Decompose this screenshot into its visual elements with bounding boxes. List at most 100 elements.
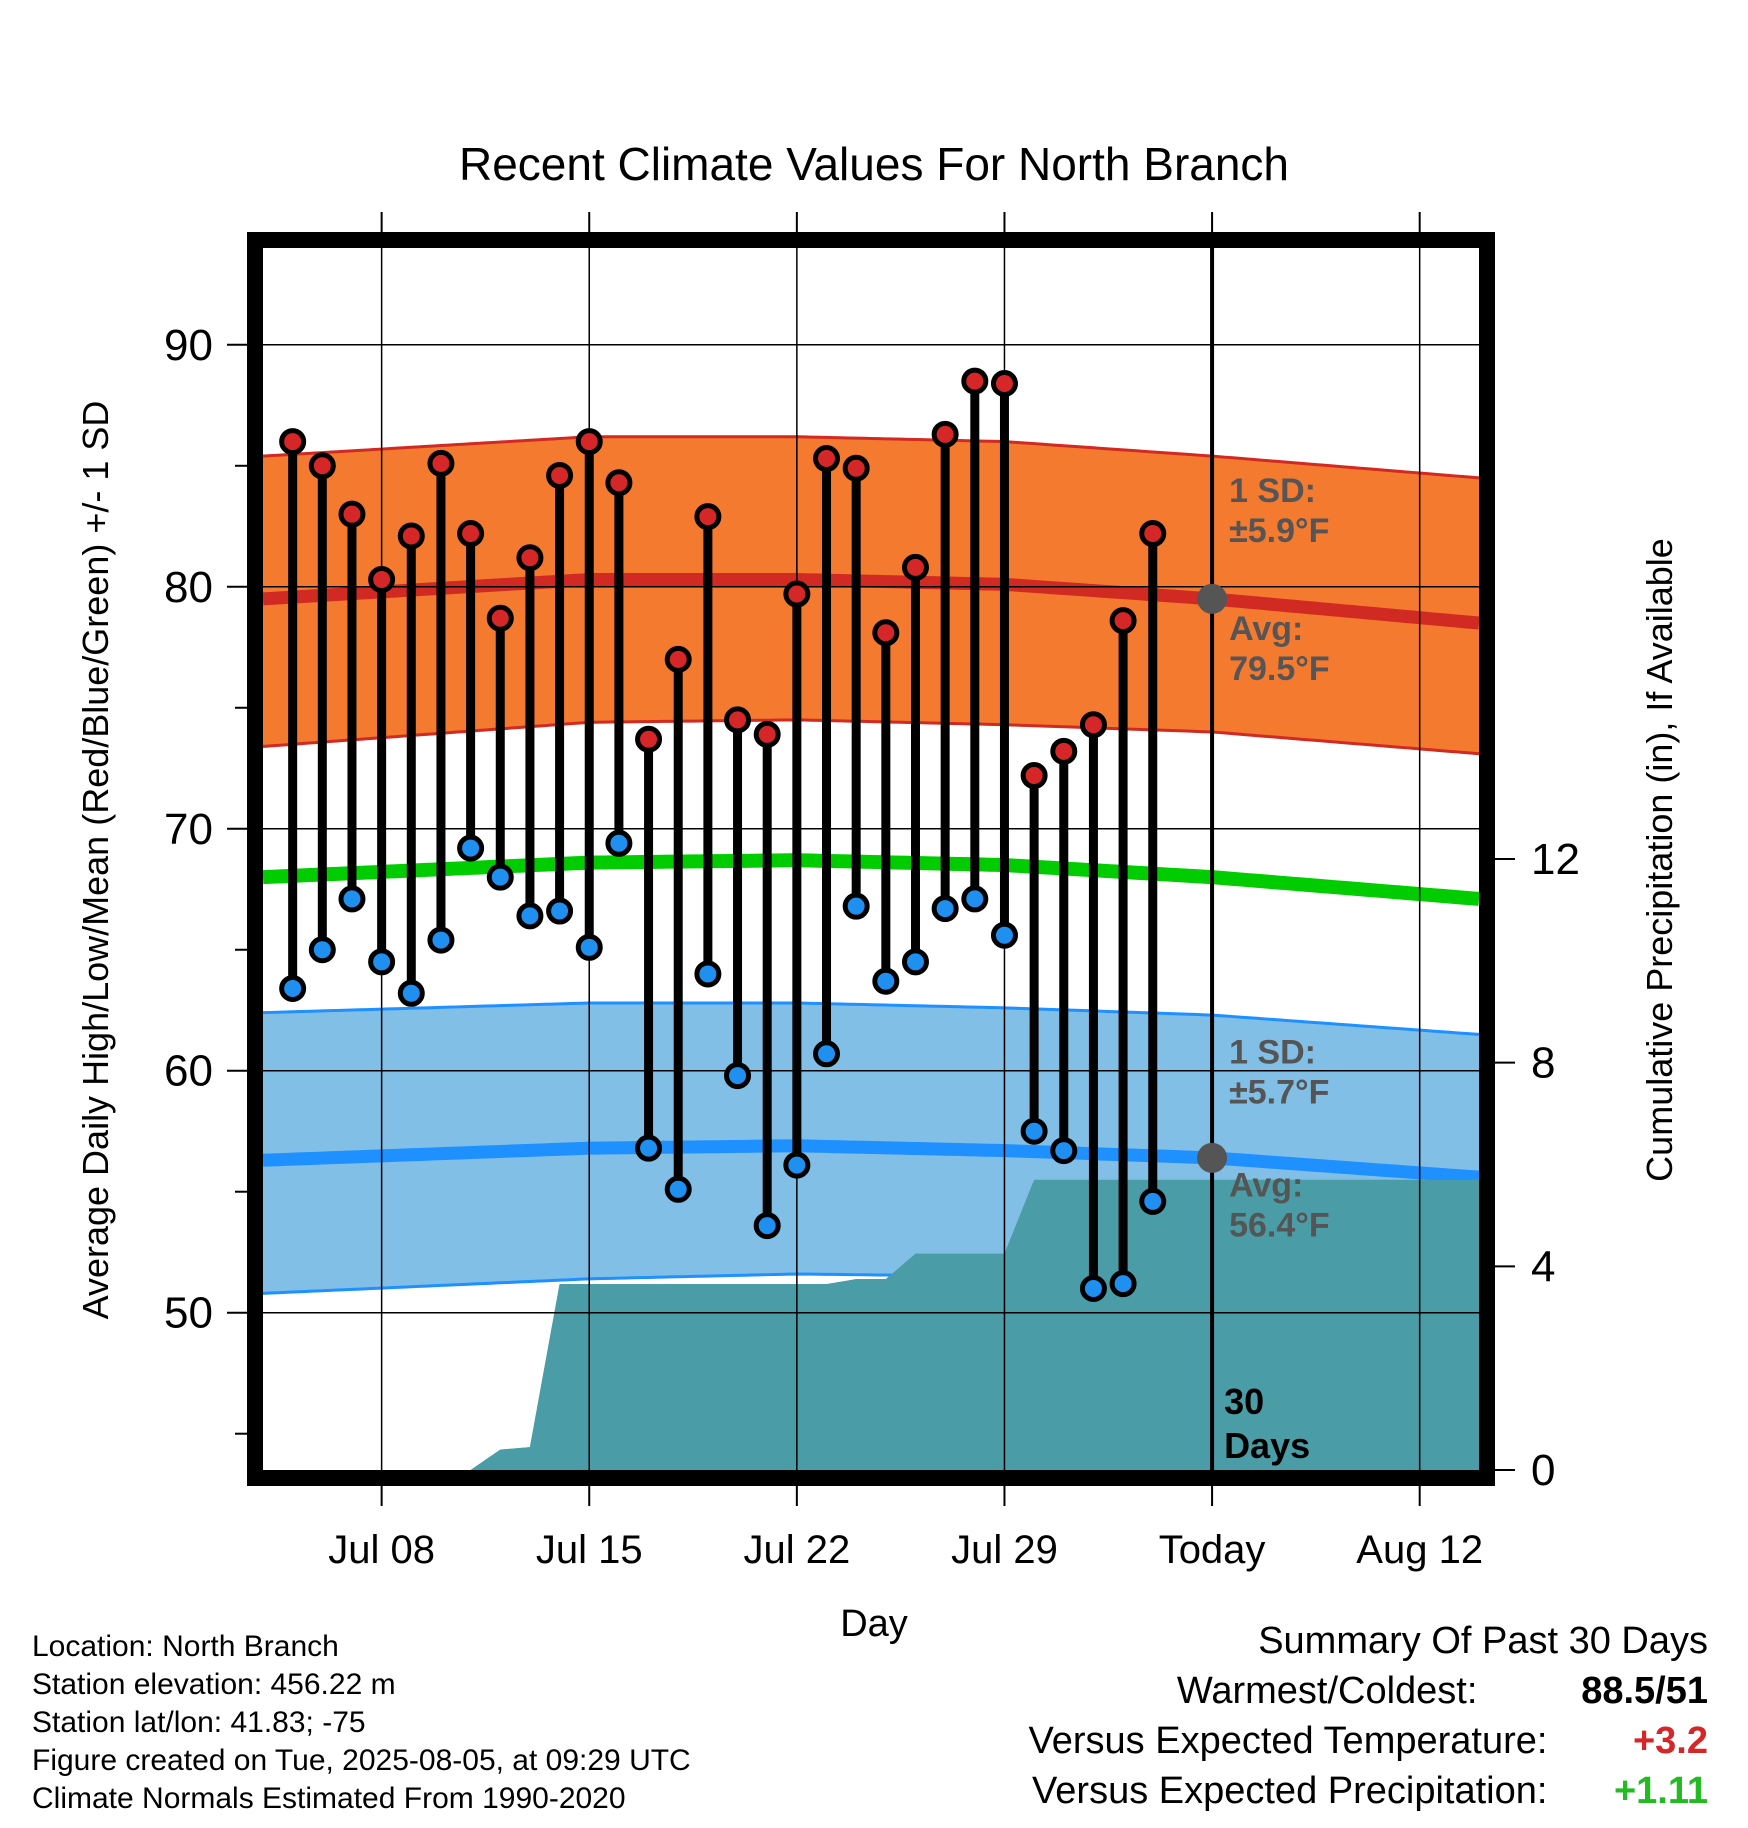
daily-high-point <box>990 370 1018 398</box>
summary-block: Summary Of Past 30 Days Warmest/Coldest:… <box>1029 1616 1708 1816</box>
daily-low-point <box>605 829 633 857</box>
high-annotation-line-3: Avg: <box>1229 610 1303 648</box>
daily-high-point <box>753 720 781 748</box>
daily-high-point <box>961 367 989 395</box>
daily-low-point <box>575 933 603 961</box>
meta-location: Location: North Branch <box>32 1630 339 1663</box>
daily-low-point <box>1109 1270 1137 1298</box>
daily-low-point <box>427 926 455 954</box>
daily-low-point <box>635 1134 663 1162</box>
summary-temp-label: Versus Expected Temperature: <box>1028 1720 1548 1762</box>
high-annotation-line-1: 1 SD: <box>1229 472 1316 510</box>
daily-low-point <box>872 967 900 995</box>
low-annotation-line-4: 56.4°F <box>1229 1207 1330 1245</box>
daily-low-point <box>990 921 1018 949</box>
high-sd-band <box>263 436 1479 754</box>
plot-frame <box>247 232 1495 1486</box>
mean-line <box>263 853 1479 906</box>
daily-low-point <box>664 1175 692 1203</box>
daily-high-point <box>901 553 929 581</box>
daily-high-point <box>457 520 485 548</box>
today-days-label-2: Days <box>1224 1425 1310 1466</box>
summary-precip-row: Versus Expected Precipitation: +1.11 <box>1029 1766 1708 1816</box>
daily-high-point <box>694 503 722 531</box>
summary-warmest-label: Warmest/Coldest: <box>1176 1670 1478 1712</box>
summary-warmest-row: Warmest/Coldest: 88.5/51 <box>1029 1666 1708 1716</box>
daily-high-point <box>1050 737 1078 765</box>
daily-low-point <box>546 897 574 925</box>
x-tick-label: Jul 22 <box>743 1528 850 1572</box>
metadata-block: Location: North Branch Station elevation… <box>32 1628 691 1818</box>
daily-high-point <box>1109 607 1137 635</box>
daily-high-point <box>783 580 811 608</box>
x-tick-label: Aug 12 <box>1356 1528 1483 1572</box>
daily-low-point <box>961 885 989 913</box>
daily-high-point <box>427 449 455 477</box>
daily-low-point <box>486 863 514 891</box>
precipitation-area-front <box>440 1179 1479 1470</box>
daily-high-point <box>1020 762 1048 790</box>
daily-high-point <box>575 428 603 456</box>
x-tick-label: Jul 08 <box>328 1528 435 1572</box>
daily-high-point <box>842 454 870 482</box>
daily-high-point <box>664 645 692 673</box>
meta-normals: Climate Normals Estimated From 1990-2020 <box>32 1782 626 1815</box>
daily-low-point <box>783 1151 811 1179</box>
summary-temp-row: Versus Expected Temperature: +3.2 <box>1029 1716 1708 1766</box>
y-tick-label: 90 <box>164 321 213 370</box>
daily-high-point <box>872 619 900 647</box>
daily-high-point <box>368 566 396 594</box>
chart-title: Recent Climate Values For North Branch <box>459 138 1289 190</box>
y2-tick-label: 0 <box>1531 1446 1555 1495</box>
daily-high-point <box>931 420 959 448</box>
low-annotation-line-1: 1 SD: <box>1229 1033 1316 1071</box>
daily-high-point <box>1079 711 1107 739</box>
daily-low-point <box>308 936 336 964</box>
daily-high-point <box>397 522 425 550</box>
x-axis-label: Day <box>840 1603 908 1645</box>
daily-low-point <box>457 834 485 862</box>
daily-low-point <box>842 892 870 920</box>
summary-title: Summary Of Past 30 Days <box>1258 1620 1708 1662</box>
daily-high-point <box>546 461 574 489</box>
meta-elevation: Station elevation: 456.22 m <box>32 1668 396 1701</box>
summary-precip-label: Versus Expected Precipitation: <box>1032 1770 1548 1812</box>
meta-created: Figure created on Tue, 2025-08-05, at 09… <box>32 1744 691 1777</box>
low-sd-upper-line <box>263 1001 1479 1036</box>
daily-low-point <box>397 979 425 1007</box>
daily-low-point <box>1020 1117 1048 1145</box>
y-axis-label: Average Daily High/Low/Mean (Red/Blue/Gr… <box>75 401 116 1320</box>
x-tick-label: Jul 15 <box>536 1528 643 1572</box>
daily-low-point <box>368 948 396 976</box>
daily-low-point <box>901 948 929 976</box>
daily-low-point <box>931 895 959 923</box>
y2-tick-label: 12 <box>1531 835 1580 884</box>
today-high-avg-marker <box>1197 583 1228 614</box>
y2-tick-label: 8 <box>1531 1039 1555 1088</box>
daily-low-point <box>724 1062 752 1090</box>
daily-high-point <box>308 452 336 480</box>
high-sd-upper-line <box>263 435 1479 480</box>
daily-low-point <box>694 960 722 988</box>
summary-precip-value: +1.11 <box>1613 1770 1708 1812</box>
daily-high-point <box>605 469 633 497</box>
daily-low-point <box>753 1212 781 1240</box>
daily-low-point <box>1079 1275 1107 1303</box>
daily-high-point <box>486 604 514 632</box>
y2-tick-label: 4 <box>1531 1242 1555 1291</box>
low-avg-line <box>263 1139 1479 1184</box>
high-annotation-line-2: ±5.9°F <box>1229 512 1329 550</box>
high-annotation-line-4: 79.5°F <box>1229 650 1330 688</box>
low-annotation-line-2: ±5.7°F <box>1229 1073 1329 1111</box>
low-annotation-line-3: Avg: <box>1229 1167 1303 1205</box>
daily-high-point <box>724 706 752 734</box>
y-tick-label: 80 <box>164 563 213 612</box>
today-low-avg-marker <box>1197 1142 1228 1173</box>
summary-temp-value: +3.2 <box>1632 1720 1708 1762</box>
high-sd-lower-line <box>263 718 1479 756</box>
daily-low-point <box>338 885 366 913</box>
daily-high-point <box>635 725 663 753</box>
y2-axis-label: Cumulative Precipitation (in), If Availa… <box>1639 538 1680 1182</box>
